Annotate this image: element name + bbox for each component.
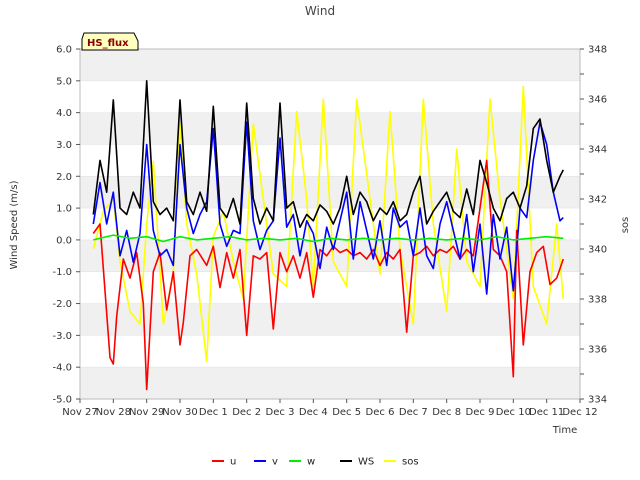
y2-tick-label: 348 xyxy=(588,45,607,56)
series-line-WS xyxy=(92,80,565,228)
y-tick-label: 5.0 xyxy=(56,76,72,87)
series-line-w xyxy=(93,234,564,243)
x-tick-label: Nov 28 xyxy=(96,407,131,418)
badge-label: HS_flux xyxy=(87,38,129,49)
y-axis-right: 334 336 338 340 342 344 346 348 xyxy=(580,45,607,406)
hs-flux-badge: HS_flux xyxy=(81,32,139,51)
legend-label-v: v xyxy=(272,457,278,468)
series-line-sos xyxy=(92,85,565,363)
series-line-u xyxy=(92,159,565,391)
y-tick-label: 4.0 xyxy=(56,108,72,119)
legend: u v w WS sos xyxy=(212,457,419,468)
y2-tick-label: 336 xyxy=(588,345,607,356)
x-tick-label: Dec 1 xyxy=(199,407,228,418)
grid-band xyxy=(80,367,580,399)
x-tick-label: Dec 12 xyxy=(562,407,597,418)
grid-band xyxy=(80,49,580,81)
y-tick-label: 1.0 xyxy=(56,204,72,215)
x-tick-label: Nov 29 xyxy=(129,407,164,418)
plot-series-group xyxy=(92,80,565,391)
y-tick-label: 3.0 xyxy=(56,140,72,151)
x-axis-title: Time xyxy=(552,425,577,436)
x-tick-label: Dec 4 xyxy=(299,407,328,418)
plot-frame xyxy=(79,48,581,400)
legend-label-sos: sos xyxy=(402,457,419,468)
x-tick-label: Dec 3 xyxy=(266,407,295,418)
y-tick-label: -5.0 xyxy=(52,395,72,406)
y-tick-label: 6.0 xyxy=(56,45,72,56)
y2-tick-label: 344 xyxy=(588,145,607,156)
x-tick-label: Dec 6 xyxy=(366,407,395,418)
x-tick-label: Dec 9 xyxy=(466,407,495,418)
y2-tick-label: 334 xyxy=(588,395,607,406)
y2-axis-title: sos xyxy=(620,217,631,234)
x-tick-label: Dec 5 xyxy=(332,407,361,418)
y-tick-label: -4.0 xyxy=(52,363,72,374)
y-tick-label: 2.0 xyxy=(56,172,72,183)
y-axis-title: Wind Speed (m/s) xyxy=(9,180,20,269)
y2-tick-label: 340 xyxy=(588,245,607,256)
y-tick-label: 0.0 xyxy=(56,235,72,246)
y-tick-label: -1.0 xyxy=(52,267,72,278)
x-tick-label: Nov 27 xyxy=(62,407,97,418)
grid-band xyxy=(80,112,580,145)
grid-band xyxy=(80,303,580,336)
grid-band xyxy=(80,239,580,272)
chart-title: Wind xyxy=(305,4,335,18)
y2-tick-label: 346 xyxy=(588,95,607,106)
x-tick-label: Dec 11 xyxy=(529,407,564,418)
x-tick-label: Nov 30 xyxy=(162,407,197,418)
y-tick-label: -2.0 xyxy=(52,299,72,310)
grid-bands xyxy=(80,48,580,400)
x-tick-label: Dec 8 xyxy=(432,407,461,418)
legend-label-WS: WS xyxy=(358,457,374,468)
legend-label-u: u xyxy=(230,457,236,468)
x-tick-label: Dec 2 xyxy=(232,407,261,418)
x-tick-label: Dec 10 xyxy=(496,407,531,418)
y-axis-left: -5.0 -4.0 -3.0 -2.0 -1.0 0.0 1.0 2.0 3.0 4.0 5.0 6.… xyxy=(52,45,80,406)
y-tick-label: -3.0 xyxy=(52,331,72,342)
x-tick-label: Dec 7 xyxy=(399,407,428,418)
legend-label-w: w xyxy=(307,457,315,468)
y2-tick-label: 342 xyxy=(588,195,607,206)
y2-tick-label: 338 xyxy=(588,295,607,306)
